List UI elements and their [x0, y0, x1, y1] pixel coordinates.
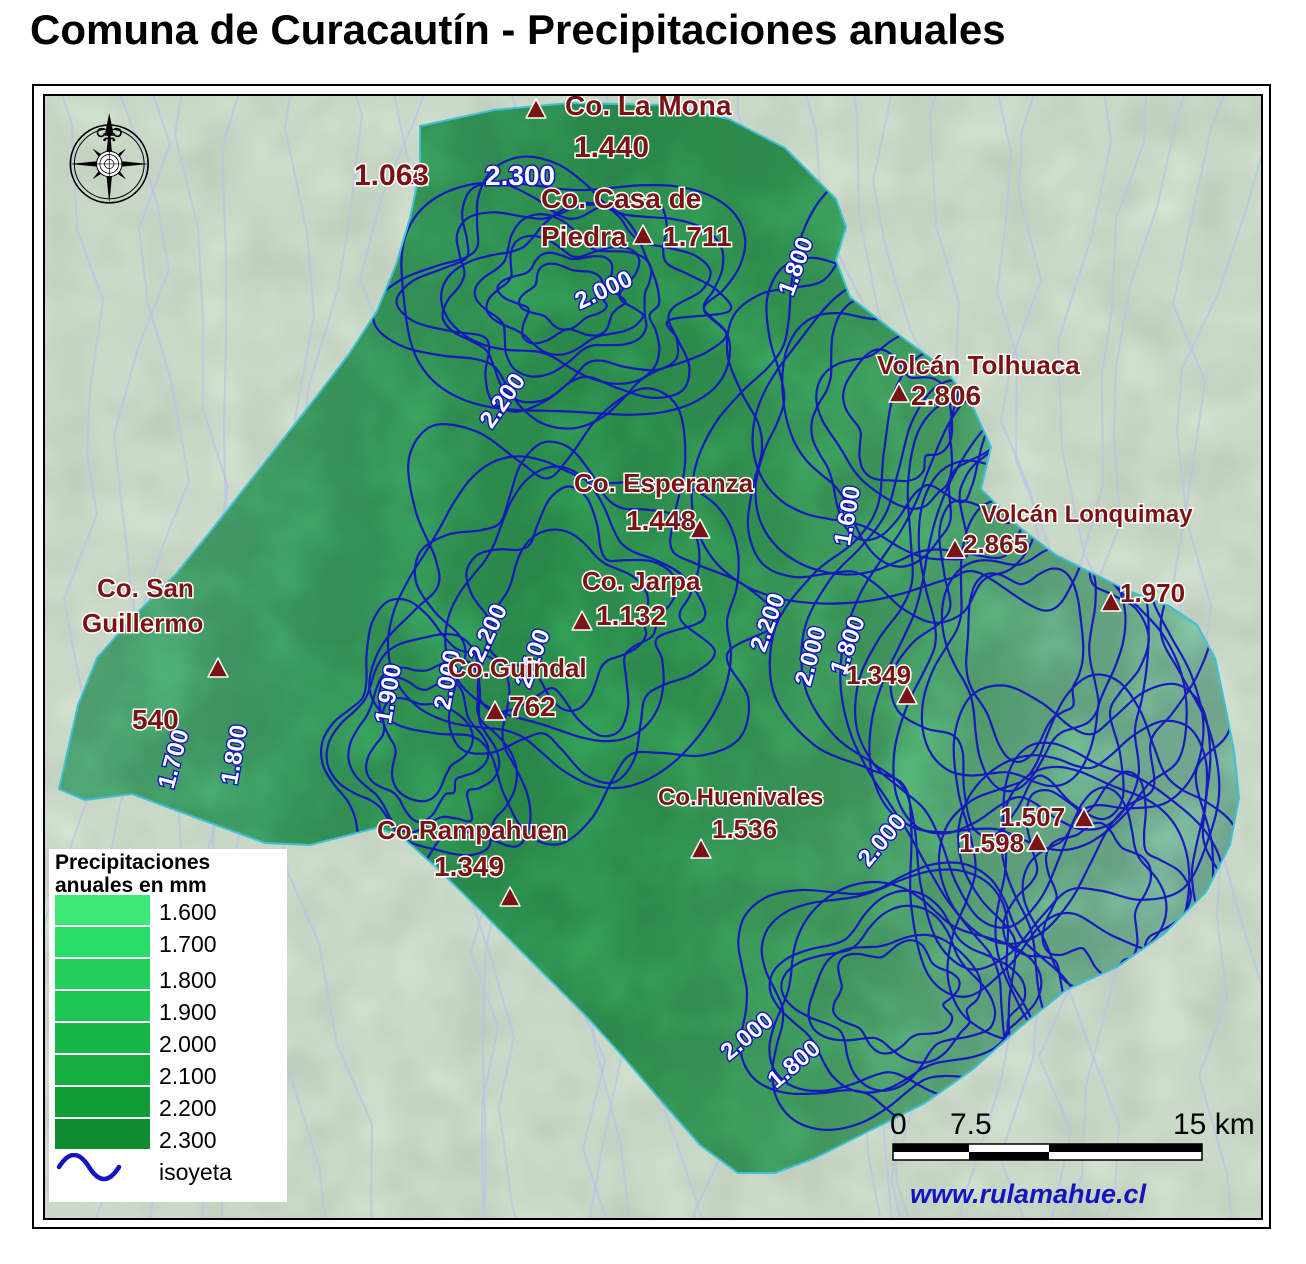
svg-text:Co.Rampahuen: Co.Rampahuen	[377, 815, 568, 845]
svg-text:Co. Esperanza: Co. Esperanza	[574, 468, 754, 498]
svg-text:7.5: 7.5	[950, 1108, 992, 1141]
svg-text:www.rulamahue.cl: www.rulamahue.cl	[910, 1179, 1147, 1209]
svg-text:Volcán Lonquimay: Volcán Lonquimay	[981, 501, 1193, 528]
svg-text:Co. San: Co. San	[97, 573, 194, 603]
svg-text:762: 762	[509, 691, 556, 722]
svg-text:Piedra: Piedra	[541, 221, 627, 252]
svg-text:1.711: 1.711	[663, 221, 732, 252]
svg-text:0: 0	[890, 1108, 907, 1141]
svg-text:Guillermo: Guillermo	[82, 608, 203, 638]
svg-text:2.806: 2.806	[911, 380, 981, 411]
svg-text:Co. Jarpa: Co. Jarpa	[582, 566, 701, 596]
svg-text:Co.Guindal: Co.Guindal	[448, 653, 587, 683]
svg-text:Co. La Mona: Co. La Mona	[565, 96, 732, 121]
svg-text:1.349: 1.349	[846, 660, 911, 690]
svg-text:540: 540	[132, 704, 179, 735]
svg-text:1.063: 1.063	[354, 159, 429, 192]
svg-text:1.598: 1.598	[959, 828, 1024, 858]
svg-text:1.132: 1.132	[596, 600, 666, 631]
svg-text:1.970: 1.970	[1120, 578, 1185, 608]
svg-text:Co. Casa de: Co. Casa de	[541, 183, 701, 214]
svg-text:15 km: 15 km	[1173, 1108, 1255, 1141]
svg-text:1.349: 1.349	[434, 851, 504, 882]
svg-text:Co.Huenivales: Co.Huenivales	[658, 784, 823, 811]
svg-text:1.448: 1.448	[626, 505, 696, 536]
svg-text:Volcán Tolhuaca: Volcán Tolhuaca	[877, 350, 1080, 380]
svg-text:1.440: 1.440	[574, 131, 649, 164]
svg-text:1.536: 1.536	[712, 814, 777, 844]
svg-text:2.865: 2.865	[963, 529, 1028, 559]
